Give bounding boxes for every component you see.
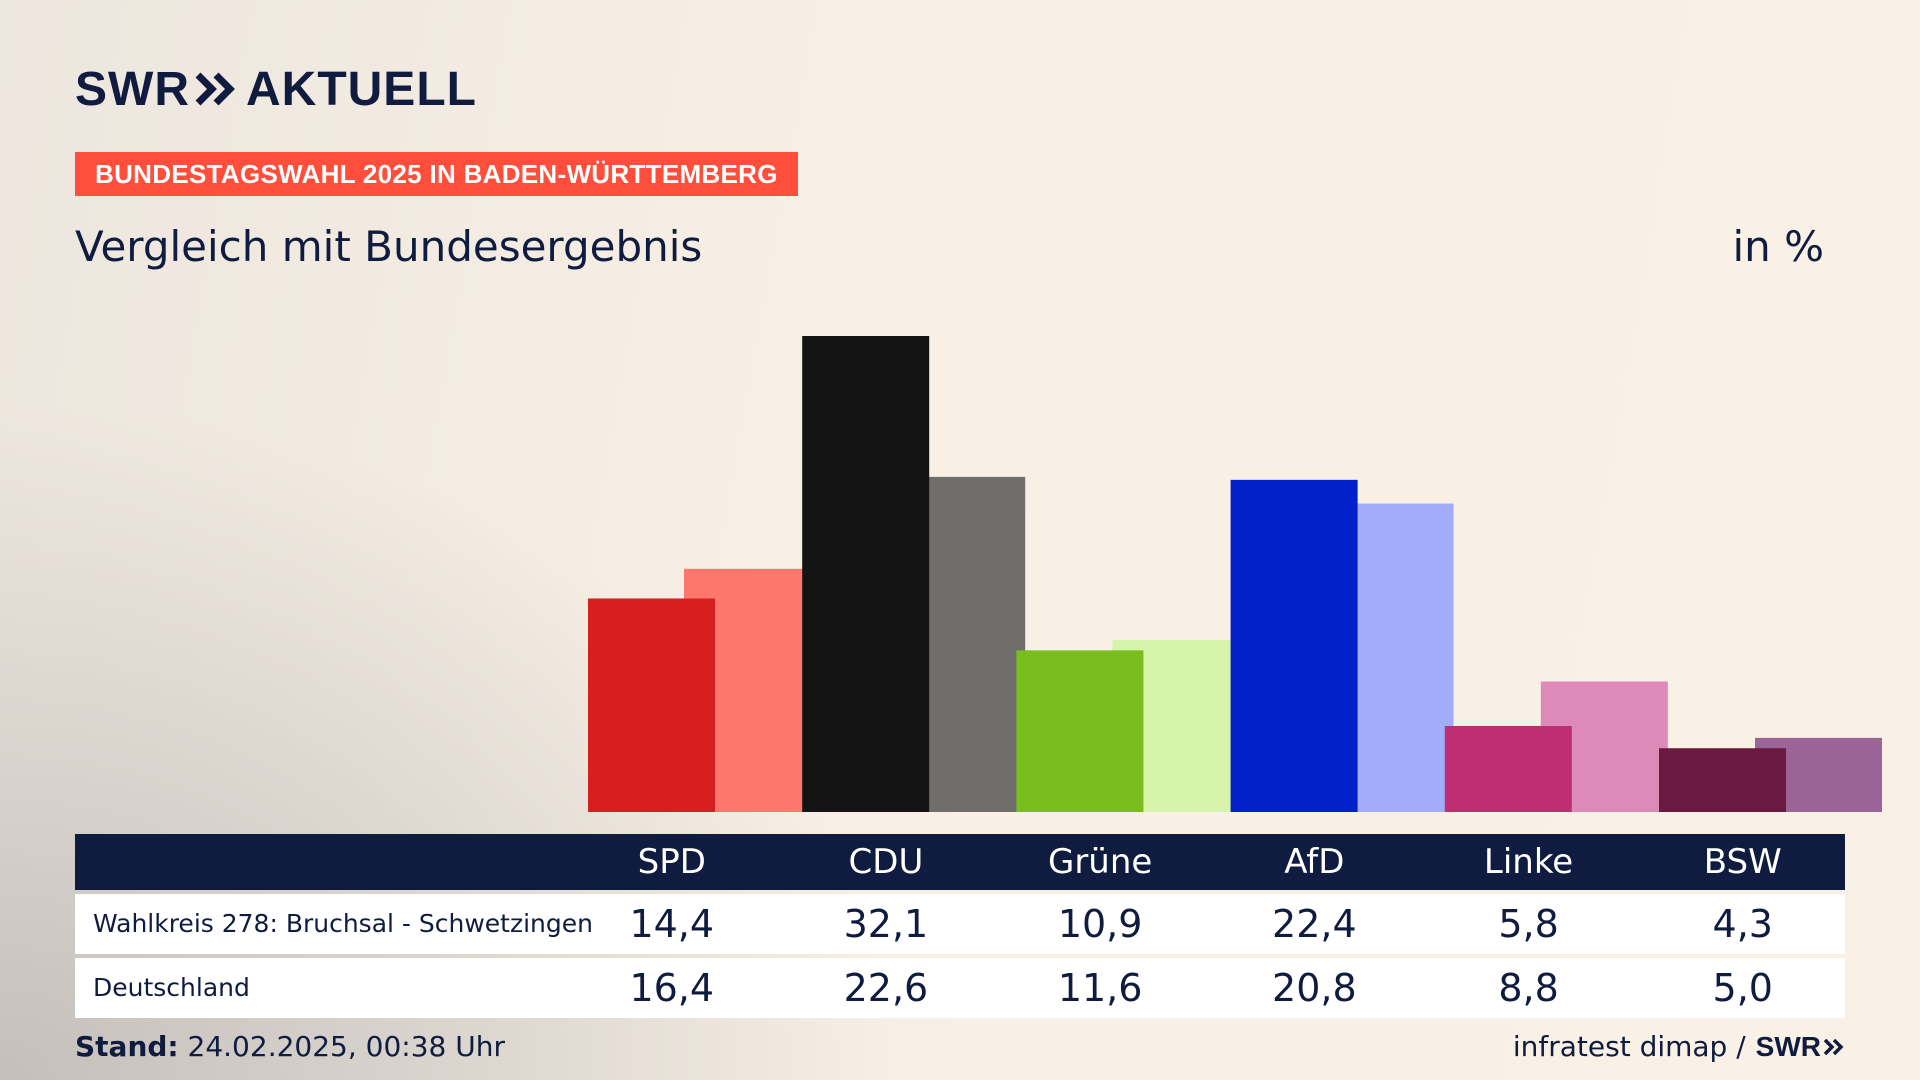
double-chevron-icon [195, 72, 235, 106]
table-row-deutschland: Deutschland 16,4 22,6 11,6 20,8 8,8 5,0 [75, 958, 1845, 1018]
logo-aktuell-text: AKTUELL [245, 62, 477, 116]
value-cell-0-0: 14,4 [629, 902, 715, 946]
logo-swr-text: SWR [75, 62, 190, 116]
bar-wahlkreis-5 [1659, 748, 1786, 812]
source-text: infratest dimap / [1512, 1030, 1746, 1063]
mini-double-chevron-icon [1823, 1038, 1844, 1055]
value-cell-1-0: 16,4 [629, 966, 715, 1010]
timestamp: Stand: 24.02.2025, 00:38 Uhr [75, 1030, 505, 1063]
bar-wahlkreis-1 [802, 336, 930, 812]
mini-logo-text: SWR [1755, 1030, 1821, 1062]
value-cell-1-5: 5,0 [1712, 966, 1773, 1010]
election-tag: BUNDESTAGSWAHL 2025 IN BADEN-WÜRTTEMBERG [75, 152, 798, 196]
value-cell-1-3: 20,8 [1272, 966, 1357, 1010]
stand-value: 24.02.2025, 00:38 Uhr [187, 1030, 505, 1063]
column-header-4: Linke [1483, 842, 1574, 882]
value-cell-0-4: 5,8 [1498, 902, 1559, 946]
column-header-3: AfD [1284, 842, 1345, 882]
table-header: SPD CDU Grüne AfD Linke BSW [75, 834, 1845, 890]
column-header-5: BSW [1703, 842, 1782, 882]
table-row-wahlkreis: Wahlkreis 278: Bruchsal - Schwetzingen 1… [75, 894, 1845, 954]
value-cell-1-1: 22,6 [843, 966, 929, 1010]
stand-label: Stand: [75, 1030, 179, 1063]
chart-subtitle: Vergleich mit Bundesergebnis [75, 222, 703, 271]
column-header-0: SPD [637, 842, 706, 882]
unit-label: in % [1732, 222, 1824, 271]
results-table: SPD CDU Grüne AfD Linke BSW Wahlkreis 278: Br… [75, 834, 1845, 1018]
bar-chart [588, 336, 1882, 812]
bar-wahlkreis-4 [1444, 725, 1572, 812]
value-cell-0-3: 22,4 [1272, 902, 1357, 946]
bar-wahlkreis-0 [588, 598, 715, 812]
swr-mini-logo: SWR [1756, 1031, 1845, 1063]
row-label-wahlkreis: Wahlkreis 278: Bruchsal - Schwetzingen [93, 909, 593, 938]
value-cell-1-4: 8,8 [1498, 966, 1559, 1010]
value-cell-0-1: 32,1 [843, 902, 929, 946]
value-cell-0-5: 4,3 [1712, 902, 1773, 946]
bar-wahlkreis-3 [1230, 479, 1358, 812]
value-cell-0-2: 10,9 [1057, 902, 1143, 946]
source-credit: infratest dimap / SWR [1513, 1030, 1845, 1063]
swr-aktuell-logo: SWR AKTUELL [75, 62, 477, 116]
bar-wahlkreis-2 [1016, 650, 1144, 812]
row-label-deutschland: Deutschland [93, 973, 250, 1002]
value-cell-1-2: 11,6 [1057, 966, 1143, 1010]
column-header-1: CDU [848, 842, 924, 882]
column-header-2: Grüne [1047, 842, 1153, 882]
